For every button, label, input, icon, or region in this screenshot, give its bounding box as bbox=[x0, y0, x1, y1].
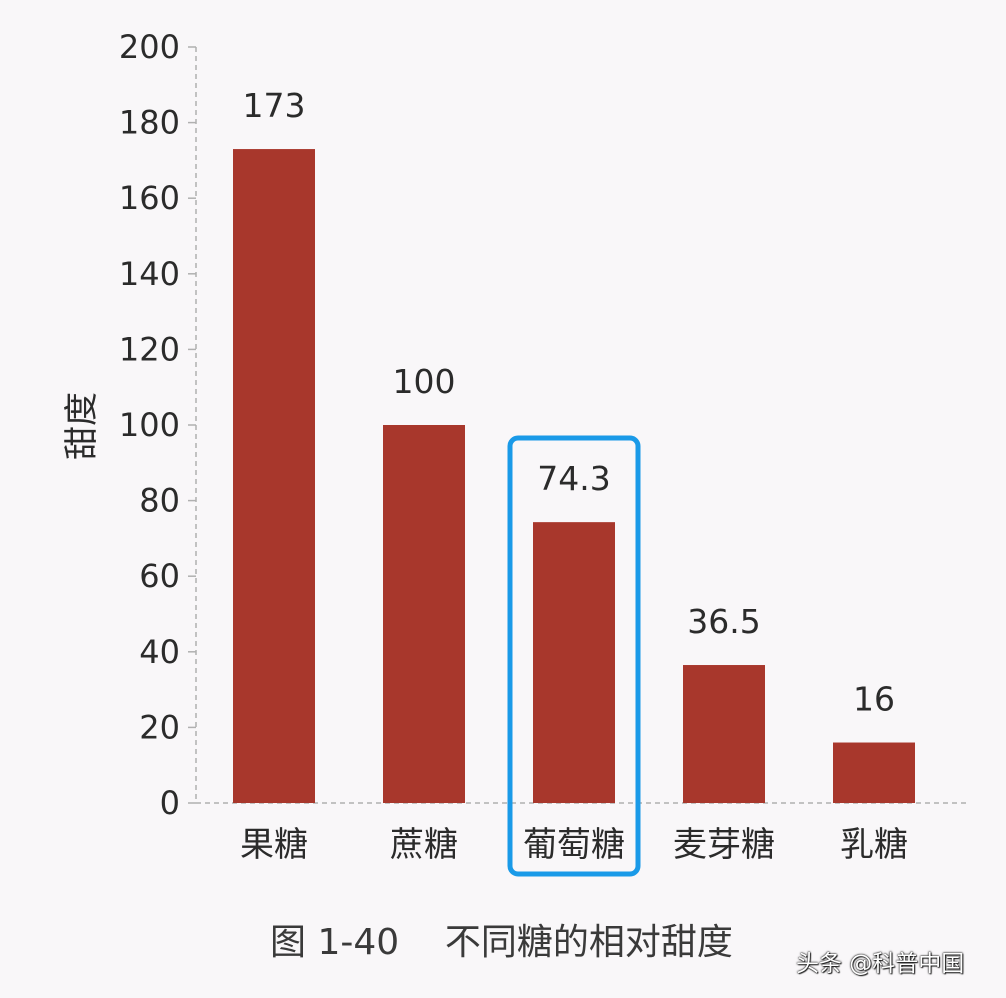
watermark: 头条 @科普中国 bbox=[796, 951, 965, 977]
bar bbox=[383, 425, 465, 803]
bar bbox=[833, 742, 915, 803]
bar bbox=[683, 665, 765, 803]
bars bbox=[233, 149, 915, 803]
y-tick-label: 160 bbox=[119, 179, 180, 217]
category-label: 麦芽糖 bbox=[673, 825, 775, 865]
y-tick-label: 80 bbox=[139, 482, 180, 520]
y-tick-label: 20 bbox=[139, 708, 180, 746]
y-axis-title: 甜度 bbox=[62, 392, 102, 460]
data-label: 36.5 bbox=[687, 602, 760, 641]
data-label: 173 bbox=[243, 86, 306, 125]
figure-caption: 图 1-40 不同糖的相对甜度 bbox=[270, 922, 733, 963]
data-labels: 173 100 74.3 36.5 16 bbox=[243, 86, 896, 718]
y-tick-label: 40 bbox=[139, 633, 180, 671]
y-tick-label: 100 bbox=[119, 406, 180, 444]
y-tick-label: 140 bbox=[119, 255, 180, 293]
y-tick-label: 200 bbox=[119, 28, 180, 66]
y-tick-label: 120 bbox=[119, 330, 180, 368]
category-label: 葡萄糖 bbox=[523, 825, 625, 865]
bar bbox=[233, 149, 315, 803]
y-tick-label: 0 bbox=[160, 784, 180, 822]
bar bbox=[533, 522, 615, 803]
x-axis-categories: 果糖 蔗糖 葡萄糖 麦芽糖 乳糖 bbox=[240, 825, 908, 865]
y-tick-label: 180 bbox=[119, 104, 180, 142]
y-axis: 0 20 40 60 80 100 120 140 160 180 200 bbox=[119, 28, 966, 822]
highlight bbox=[507, 435, 641, 877]
y-tick-label: 60 bbox=[139, 557, 180, 595]
category-label: 果糖 bbox=[240, 825, 308, 865]
highlight-box bbox=[507, 435, 641, 877]
category-label: 乳糖 bbox=[840, 825, 908, 865]
bar-chart: 0 20 40 60 80 100 120 140 160 180 200 173 100 74.3 36… bbox=[62, 28, 966, 877]
data-label: 74.3 bbox=[537, 459, 610, 498]
category-label: 蔗糖 bbox=[390, 825, 458, 865]
data-label: 100 bbox=[393, 362, 456, 401]
data-label: 16 bbox=[853, 680, 895, 719]
